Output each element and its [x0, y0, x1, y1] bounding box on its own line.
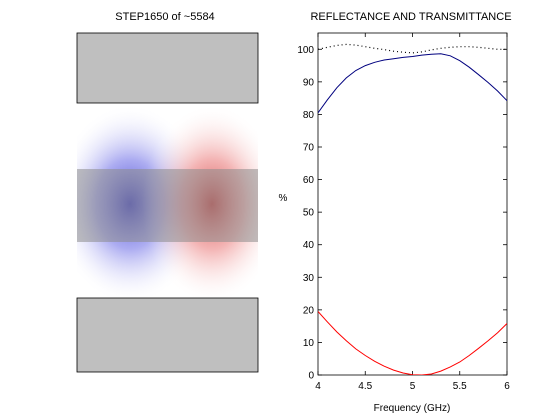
series-line-1: [318, 311, 507, 375]
x-tick-label: 5.5: [453, 381, 467, 392]
y-tick-label: 50: [303, 208, 315, 219]
x-tick-label: 4: [315, 381, 321, 392]
series-layer: [318, 43, 507, 375]
x-axis: 4 4.5 5 5.5 6: [315, 33, 510, 392]
field-snapshot-panel: STEP1650 of ~5584: [76, 11, 259, 373]
x-tick-label: 4.5: [358, 381, 372, 392]
y-tick-label: 100: [297, 45, 314, 56]
y-axis-label: %: [279, 193, 288, 204]
y-tick-label: 80: [303, 110, 315, 121]
x-tick-label: 5: [410, 381, 416, 392]
x-axis-label: Frequency (GHz): [374, 403, 451, 414]
plot-area: [317, 32, 508, 376]
y-tick-label: 70: [303, 143, 315, 154]
top-dielectric-block: [76, 32, 259, 104]
y-tick-label: 60: [303, 175, 315, 186]
y-axis: 0 10 20 30 40 50 60 70 80 90 100: [297, 45, 507, 382]
y-tick-label: 90: [303, 77, 315, 88]
x-tick-label: 6: [504, 381, 510, 392]
field-distribution: [77, 104, 258, 298]
y-tick-label: 0: [308, 371, 314, 382]
y-tick-label: 30: [303, 273, 315, 284]
y-tick-label: 40: [303, 240, 315, 251]
y-tick-label: 20: [303, 305, 315, 316]
bottom-dielectric-block: [76, 297, 259, 373]
series-line-0: [318, 53, 507, 114]
step-title: STEP1650 of ~5584: [115, 11, 214, 23]
reflectance-chart: REFLECTANCE AND TRANSMITTANCE 0 10 20 30 40 5…: [279, 11, 512, 414]
y-tick-label: 10: [303, 338, 315, 349]
middle-slab: [77, 169, 258, 242]
chart-title: REFLECTANCE AND TRANSMITTANCE: [310, 11, 511, 23]
